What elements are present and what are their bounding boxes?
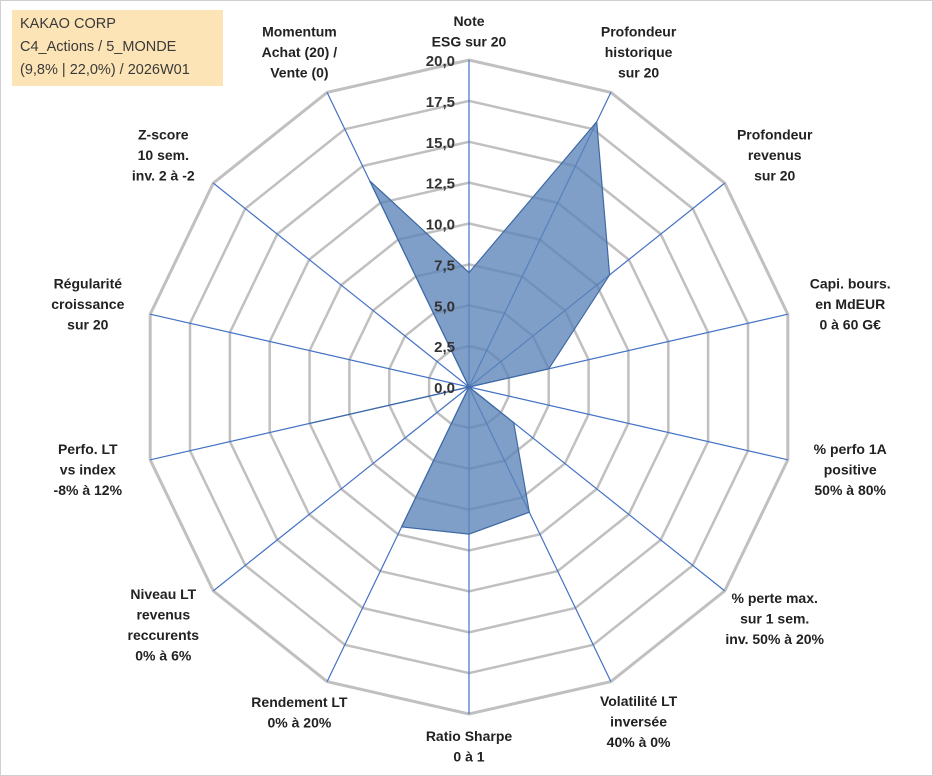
axis-spoke-12 xyxy=(212,182,470,388)
axis-label-9-line-0: Niveau LT xyxy=(130,586,196,602)
axis-label-10-line-2: -8% à 12% xyxy=(54,482,123,498)
axis-label-2-line-0: Profondeur xyxy=(737,127,813,143)
axis-label-0-line-0: Note xyxy=(453,13,484,29)
axis-label-1-line-0: Profondeur xyxy=(601,23,677,39)
company-name: KAKAO CORP xyxy=(20,16,116,32)
axis-label-7: Ratio Sharpe 0 à 1 xyxy=(426,728,513,765)
axis-label-12-line-2: inv. 2 à -2 xyxy=(132,168,195,184)
tick-label-0: 0,0 xyxy=(434,380,455,397)
tick-label-7: 17,5 xyxy=(426,94,455,111)
axis-spoke-9 xyxy=(212,386,470,592)
axis-label-9-line-1: revenus xyxy=(136,607,190,623)
axis-label-5-line-2: inv. 50% à 20% xyxy=(725,631,824,647)
tick-label-2: 5,0 xyxy=(434,298,455,315)
axis-label-6-line-2: 40% à 0% xyxy=(607,734,671,750)
axis-label-3-line-2: 0 à 60 G€ xyxy=(819,317,881,333)
axis-label-9: Niveau LT revenus reccurents 0% à 6% xyxy=(128,586,200,664)
axis-label-3-line-0: Capi. bours. xyxy=(810,276,891,292)
axis-label-1: Profondeur historique sur 20 xyxy=(601,23,677,80)
axis-spoke-4 xyxy=(468,386,788,461)
axis-label-0: Note ESG sur 20 xyxy=(432,13,507,50)
axis-label-11-line-0: Régularité xyxy=(54,276,123,292)
axis-label-7-line-0: Ratio Sharpe xyxy=(426,728,513,744)
axis-label-11-line-1: croissance xyxy=(51,296,124,312)
axis-labels: Note ESG sur 20 Profondeur historique sur 20… xyxy=(51,13,890,765)
tick-label-4: 10,0 xyxy=(426,217,455,234)
axis-label-6-line-1: inversée xyxy=(610,714,667,730)
details: (9,8% | 22,0%) / 2026W01 xyxy=(20,62,190,78)
axis-label-9-line-2: reccurents xyxy=(128,627,200,643)
tick-labels: 0,0 2,5 5,0 7,5 10,0 12,5 15,0 17,5 20,0 xyxy=(426,53,455,397)
axis-label-10-line-0: Perfo. LT xyxy=(58,441,118,457)
axis-label-8-line-1: 0% à 20% xyxy=(267,715,331,731)
axis-label-5-line-0: % perte max. xyxy=(732,590,818,606)
axis-label-11: Régularité croissance sur 20 xyxy=(51,276,124,333)
axis-label-13-line-1: Achat (20) / xyxy=(262,44,338,60)
axis-label-1-line-2: sur 20 xyxy=(618,64,659,80)
axis-label-4-line-0: % perfo 1A xyxy=(814,441,887,457)
axis-label-10: Perfo. LT vs index -8% à 12% xyxy=(54,441,123,498)
axis-label-10-line-1: vs index xyxy=(60,462,116,478)
axis-label-9-line-3: 0% à 6% xyxy=(135,648,192,664)
axis-label-3: Capi. bours. en MdEUR 0 à 60 G€ xyxy=(810,276,891,333)
axis-label-6: Volatilité LT inversée 40% à 0% xyxy=(600,693,678,750)
axis-label-13: Momentum Achat (20) / Vente (0) xyxy=(262,23,338,80)
axis-label-2-line-1: revenus xyxy=(748,147,802,163)
axis-label-2-line-2: sur 20 xyxy=(754,168,795,184)
info-box: KAKAO CORP C4_Actions / 5_MONDE (9,8% | … xyxy=(12,10,223,86)
axis-label-13-line-2: Vente (0) xyxy=(270,64,328,80)
axis-label-12-line-1: 10 sem. xyxy=(138,147,189,163)
axis-label-12-line-0: Z-score xyxy=(138,127,189,143)
category: C4_Actions / 5_MONDE xyxy=(20,39,177,55)
axis-label-6-line-0: Volatilité LT xyxy=(600,693,678,709)
tick-label-8: 20,0 xyxy=(426,53,455,70)
axis-label-5-line-1: sur 1 sem. xyxy=(740,611,809,627)
series-area xyxy=(309,120,611,535)
axis-label-0-line-1: ESG sur 20 xyxy=(432,34,507,50)
axis-label-4-line-2: 50% à 80% xyxy=(814,482,886,498)
axis-label-8-line-0: Rendement LT xyxy=(251,694,348,710)
axis-label-8: Rendement LT 0% à 20% xyxy=(251,694,348,731)
axis-label-2: Profondeur revenus sur 20 xyxy=(737,127,813,184)
axis-spoke-11 xyxy=(150,313,470,388)
tick-label-3: 7,5 xyxy=(434,257,455,274)
data-series xyxy=(309,120,611,535)
axis-label-3-line-1: en MdEUR xyxy=(815,296,885,312)
axis-label-12: Z-score 10 sem. inv. 2 à -2 xyxy=(132,127,195,184)
axis-label-1-line-1: historique xyxy=(605,44,673,60)
axis-label-4-line-1: positive xyxy=(824,462,877,478)
tick-label-6: 15,0 xyxy=(426,135,455,152)
axis-label-13-line-0: Momentum xyxy=(262,23,337,39)
tick-label-5: 12,5 xyxy=(426,176,455,193)
axis-label-4: % perfo 1A positive 50% à 80% xyxy=(814,441,887,498)
axis-label-11-line-2: sur 20 xyxy=(67,317,108,333)
axis-label-7-line-1: 0 à 1 xyxy=(453,749,484,765)
axis-label-5: % perte max. sur 1 sem. inv. 50% à 20% xyxy=(725,590,824,647)
tick-label-1: 2,5 xyxy=(434,339,455,356)
